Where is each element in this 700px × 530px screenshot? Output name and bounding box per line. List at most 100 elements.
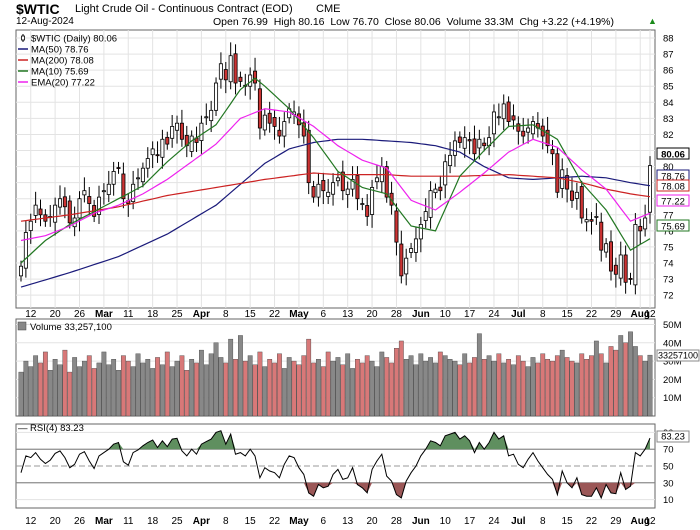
rsi-date-label: Aug xyxy=(631,516,650,527)
volume-bar xyxy=(491,360,497,417)
price-marker-box xyxy=(656,194,690,207)
rsi-date-label: 29 xyxy=(610,516,622,527)
candle-body xyxy=(28,220,33,231)
volume-bar xyxy=(350,368,355,417)
volume-bar xyxy=(18,371,24,417)
volume-bar xyxy=(428,357,433,417)
volume-bar xyxy=(47,370,53,417)
volume-bar xyxy=(398,340,404,417)
rsi-date-label: 15 xyxy=(562,516,574,527)
candle-body xyxy=(599,221,604,251)
volume-bar xyxy=(559,349,565,417)
symbol-title[interactable]: $WTIC xyxy=(16,1,60,17)
volume-bar xyxy=(306,338,312,417)
price-date-label: 22 xyxy=(269,309,281,320)
line-ema20 xyxy=(20,108,651,242)
volume-bar xyxy=(86,355,92,417)
price-tick-label: 74 xyxy=(663,259,674,270)
price-tick-label: 75 xyxy=(663,242,674,253)
volume-bar xyxy=(501,362,507,417)
legend-label: $WTIC (Daily) 80.06 xyxy=(31,34,117,45)
candle-body xyxy=(140,167,145,183)
volume-bar xyxy=(511,364,516,417)
rsi-date-label: 20 xyxy=(50,516,62,527)
candle-body xyxy=(204,116,209,119)
price-date-label: 8 xyxy=(540,309,546,320)
price-tick-label: 87 xyxy=(663,50,674,61)
volume-bar xyxy=(164,351,170,417)
price-date-label: 22 xyxy=(586,309,598,320)
volume-bar xyxy=(423,360,429,417)
volume-bar xyxy=(359,362,365,417)
volume-bar xyxy=(389,362,394,417)
rsi-date-label: 8 xyxy=(540,516,546,527)
candle-body xyxy=(350,179,355,190)
price-marker-label: 78.76 xyxy=(661,171,685,182)
volume-bar xyxy=(277,353,282,417)
exchange-label: CME xyxy=(316,3,341,15)
volume-bar xyxy=(101,351,107,417)
candle-body xyxy=(179,122,184,140)
candle-body xyxy=(370,187,375,215)
candle-body xyxy=(18,265,23,277)
volume-bar xyxy=(637,355,643,417)
volume-bar xyxy=(233,359,238,417)
price-date-label: Mar xyxy=(95,309,113,320)
volume-bar xyxy=(481,359,487,417)
volume-bar xyxy=(238,335,243,417)
candle-body xyxy=(433,188,438,194)
volume-bar xyxy=(257,351,263,417)
line-ma10 xyxy=(20,77,651,264)
price-tick-label: 80 xyxy=(663,162,674,173)
rsi-date-label: 12 xyxy=(644,516,656,527)
volume-bar xyxy=(96,362,102,417)
volume-bar xyxy=(160,364,165,417)
volume-bar xyxy=(91,368,97,417)
volume-bar xyxy=(42,351,48,417)
volume-bar xyxy=(311,362,316,417)
volume-last-box xyxy=(656,349,700,362)
volume-bar xyxy=(613,349,619,417)
volume-bar xyxy=(116,370,121,417)
candle-body xyxy=(594,216,599,218)
volume-bar xyxy=(589,355,594,417)
candle-body xyxy=(116,167,121,169)
candle-body xyxy=(277,129,282,137)
rsi-date-label: 12 xyxy=(25,516,37,527)
candle-body xyxy=(101,190,106,193)
candle-body xyxy=(335,177,340,182)
price-marker-label: 75.69 xyxy=(661,221,685,232)
rsi-date-label: Apr xyxy=(193,516,210,527)
volume-bar xyxy=(52,359,58,417)
candle-body xyxy=(501,103,506,120)
candle-body xyxy=(389,192,394,206)
candle-body xyxy=(267,112,272,124)
rsi-date-label: 11 xyxy=(123,516,134,527)
volume-bar xyxy=(418,353,424,417)
candle-body xyxy=(23,232,28,269)
rsi-date-label: 26 xyxy=(74,516,86,527)
price-tick-label: 82 xyxy=(663,130,674,141)
candle-body xyxy=(545,129,550,147)
price-date-label: Apr xyxy=(193,309,210,320)
change-up-icon: ▲ xyxy=(648,16,657,26)
volume-bar xyxy=(535,362,541,417)
price-date-label: 17 xyxy=(464,309,476,320)
candle-body xyxy=(584,219,589,223)
rsi-date-label: 6 xyxy=(321,516,327,527)
candle-body xyxy=(165,136,170,145)
volume-bar xyxy=(325,351,331,417)
candle-body xyxy=(321,180,326,192)
candle-body xyxy=(409,248,414,253)
candle-body xyxy=(462,137,467,149)
candle-body xyxy=(413,238,418,253)
volume-bar xyxy=(335,357,341,417)
volume-bar xyxy=(228,338,234,417)
volume-bar xyxy=(603,362,609,417)
volume-bar xyxy=(77,366,82,417)
candle-body xyxy=(506,101,511,122)
candle-body xyxy=(608,241,613,272)
volume-bar xyxy=(111,359,117,417)
instrument-name: Light Crude Oil - Continuous Contract (E… xyxy=(75,3,293,15)
price-date-label: 26 xyxy=(74,309,86,320)
